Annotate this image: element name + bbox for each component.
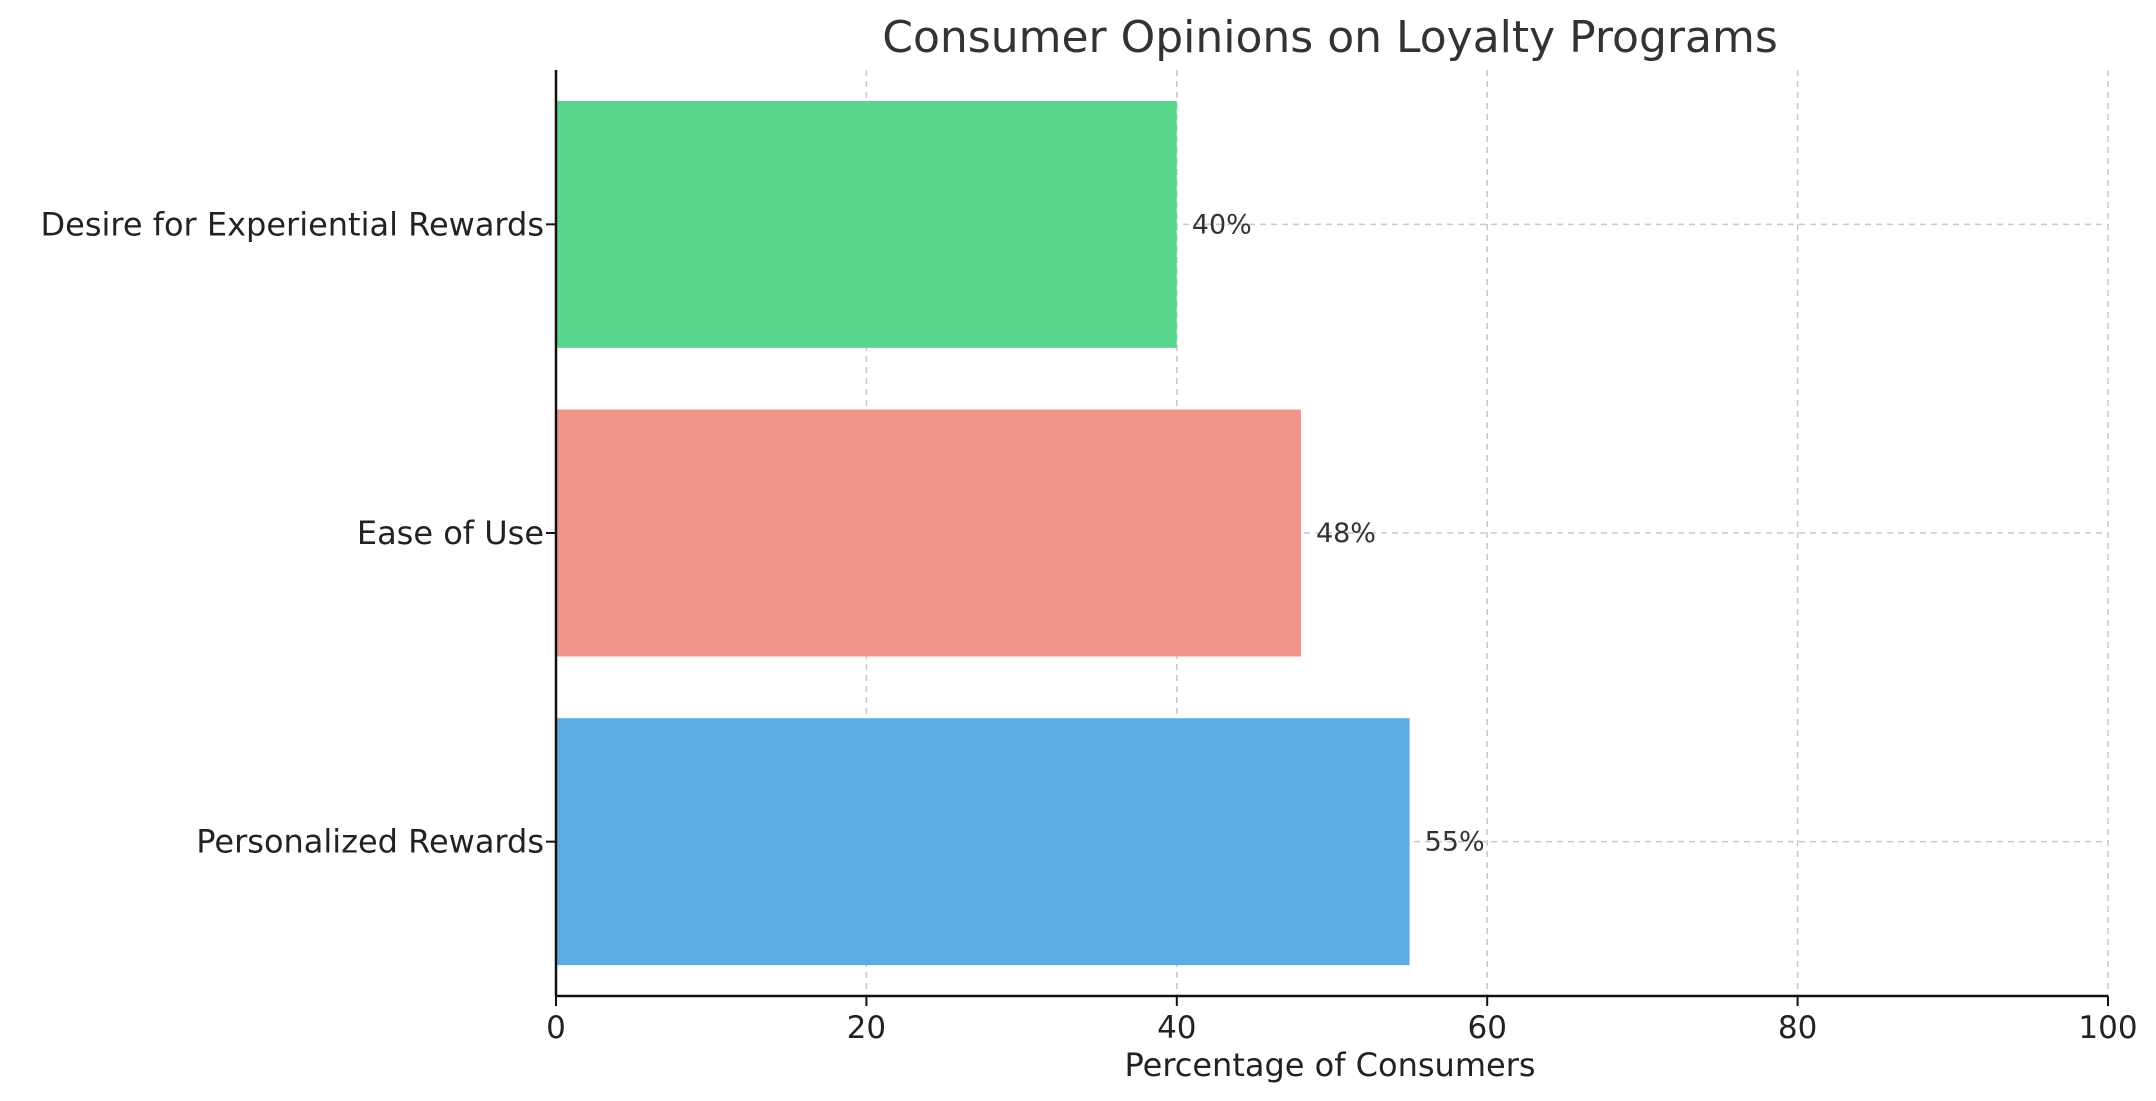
axes: [546, 70, 2109, 1006]
category-label: Desire for Experiential Rewards: [41, 205, 545, 243]
labels: 0 20 40 60 80 100 Personalized Rewards 55% Ease …: [41, 205, 2138, 1046]
data-label: 48%: [1316, 518, 1376, 549]
bar: [556, 100, 1177, 348]
category-label: Ease of Use: [357, 514, 544, 552]
x-tick-label: 80: [1778, 1010, 1817, 1046]
x-tick-label: 40: [1157, 1010, 1196, 1046]
bar: [556, 718, 1410, 966]
chart-title: Consumer Opinions on Loyalty Programs: [882, 12, 1778, 63]
x-tick-label: 0: [546, 1010, 566, 1046]
bar: [556, 409, 1301, 657]
x-tick-label: 100: [2078, 1010, 2137, 1046]
data-label: 55%: [1425, 827, 1485, 858]
x-tick-label: 20: [847, 1010, 886, 1046]
data-label: 40%: [1192, 209, 1252, 240]
x-tick-label: 60: [1467, 1010, 1506, 1046]
bars: [556, 100, 1410, 966]
x-axis-title: Percentage of Consumers: [1124, 1046, 1535, 1084]
category-label: Personalized Rewards: [196, 823, 544, 861]
